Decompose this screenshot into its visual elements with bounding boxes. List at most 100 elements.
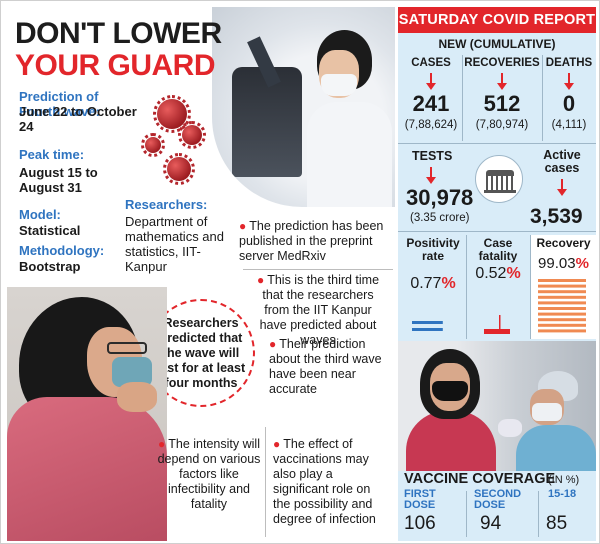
deaths-label: DEATHS xyxy=(545,57,593,69)
row-divider xyxy=(398,231,596,232)
researcher-figure xyxy=(307,22,392,207)
bullet-text: This is the third time that the research… xyxy=(259,273,380,347)
up-arrow-icon xyxy=(426,73,436,90)
methodology-value: Bootstrap xyxy=(19,259,81,274)
percent-sign: % xyxy=(441,275,456,292)
percent-sign: % xyxy=(506,265,521,282)
recipient-mask xyxy=(432,381,468,401)
fatality-number: 0.52 xyxy=(475,265,507,282)
bullet-vaccination-effect: ● The effect of vaccinations may also pla… xyxy=(273,437,391,527)
researchers-value: Department of mathematics and statistics… xyxy=(125,214,224,274)
left-panel: DON'T LOWER YOUR GUARD Prediction of Fou… xyxy=(7,7,395,541)
column-divider xyxy=(466,235,467,339)
recovery-stripe xyxy=(538,284,586,288)
fatality-stem xyxy=(499,315,501,329)
second-dose-label-line1: SECOND xyxy=(474,488,522,500)
worried-woman-photo xyxy=(7,287,167,541)
recovery-value: 99.03% xyxy=(531,255,596,272)
bullet-third-wave: ● Their prediction about the third wave h… xyxy=(269,337,389,397)
cases-cumulative: (7,88,624) xyxy=(404,119,458,131)
building-roof xyxy=(486,170,514,176)
woman-hand xyxy=(117,382,157,412)
building-pillars xyxy=(486,176,514,190)
bullet-text: Their prediction about the third wave ha… xyxy=(269,337,382,396)
up-arrow-icon xyxy=(564,73,574,90)
recovery-label: Recovery xyxy=(536,236,591,250)
second-dose-value: 94 xyxy=(480,513,502,534)
researchers-label: Researchers: xyxy=(125,197,208,212)
researcher-labcoat xyxy=(307,102,392,207)
bullet-dot-icon: ● xyxy=(273,437,281,451)
first-dose-label: FIRST DOSE xyxy=(404,489,436,511)
prediction-label: Prediction of Fourth wave: xyxy=(19,89,100,119)
first-dose-label-line1: FIRST xyxy=(404,488,436,500)
model-label: Model: xyxy=(19,207,61,222)
positivity-number: 0.77 xyxy=(410,275,442,292)
woman-glasses xyxy=(107,342,147,354)
column-divider xyxy=(538,491,539,537)
recovery-stripe xyxy=(538,318,586,322)
first-dose-value: 106 xyxy=(404,513,436,534)
recovery-stripe xyxy=(538,295,586,299)
bullet-text: The intensity will depend on various fac… xyxy=(157,437,261,511)
row-divider xyxy=(398,143,596,144)
headline-line2: YOUR GUARD xyxy=(15,49,216,82)
lab-researcher-photo xyxy=(212,7,395,207)
column-divider xyxy=(462,55,463,141)
healthworker-top xyxy=(516,425,596,471)
peak-label: Peak time: xyxy=(19,147,85,162)
headline-line1: DON'T LOWER xyxy=(15,17,222,50)
tests-number: 30,978 xyxy=(406,185,474,210)
fatality-label: Case fatality xyxy=(478,236,518,263)
bullet-dot-icon: ● xyxy=(158,437,166,451)
healthworker-glove xyxy=(498,419,522,437)
divider xyxy=(243,269,393,270)
cases-new: 241 xyxy=(412,91,450,116)
peak-value-line2: August 31 xyxy=(19,180,82,195)
bullet-dot-icon: ● xyxy=(269,337,277,351)
recovery-stripe xyxy=(538,290,586,294)
fatality-bar xyxy=(484,329,510,334)
methodology-label: Methodology: xyxy=(19,243,105,258)
recovery-stripe xyxy=(538,307,586,310)
virus-icon xyxy=(178,121,206,149)
covid-report-panel: SATURDAY COVID REPORT NEW (CUMULATIVE) C… xyxy=(398,7,596,541)
recovery-stripe xyxy=(538,312,586,316)
recoveries-new: 512 xyxy=(483,91,521,116)
recovery-stripe xyxy=(538,301,586,305)
active-cases-number: 3,539 xyxy=(530,205,583,228)
deaths-new: 0 xyxy=(562,91,576,116)
teen-dose-label: 15-18 xyxy=(548,488,577,500)
positivity-bar xyxy=(412,328,443,331)
column-divider xyxy=(542,55,543,141)
recoveries-cumulative: (7,80,974) xyxy=(475,119,529,131)
rate-bars-graphic xyxy=(412,279,586,334)
bullet-dot-icon: ● xyxy=(256,273,265,287)
virus-icon xyxy=(141,133,165,157)
divider xyxy=(265,427,266,537)
model-value: Statistical xyxy=(19,223,81,238)
bullet-intensity: ● The intensity will depend on various fa… xyxy=(157,437,261,512)
peak-value-line1: August 15 to xyxy=(19,165,98,180)
down-arrow-icon xyxy=(557,179,567,196)
column-divider xyxy=(530,235,531,339)
vaccine-coverage-title: VACCINE COVERAGE xyxy=(404,471,556,487)
positivity-label: Positivity rate xyxy=(406,236,460,263)
prediction-value: June 22 to October 24 xyxy=(19,104,137,134)
cases-label: CASES xyxy=(411,57,451,69)
positivity-bar xyxy=(412,321,443,324)
active-cases-label: Active cases xyxy=(543,148,581,175)
recovery-stripe xyxy=(538,323,586,327)
percent-sign: % xyxy=(575,255,589,272)
vaccination-photo xyxy=(398,341,596,471)
recoveries-label: RECOVERIES xyxy=(464,57,540,69)
report-subtitle: NEW (CUMULATIVE) xyxy=(438,37,556,51)
positivity-value: 0.77% xyxy=(402,275,464,293)
tests-cumulative: (3.35 crore) xyxy=(410,212,470,224)
fatality-value: 0.52% xyxy=(468,265,528,283)
government-building-icon xyxy=(475,155,523,203)
virus-icon xyxy=(163,153,195,185)
bullet-third-time: ● This is the third time that the researc… xyxy=(251,273,385,348)
teen-dose-value: 85 xyxy=(546,513,568,534)
